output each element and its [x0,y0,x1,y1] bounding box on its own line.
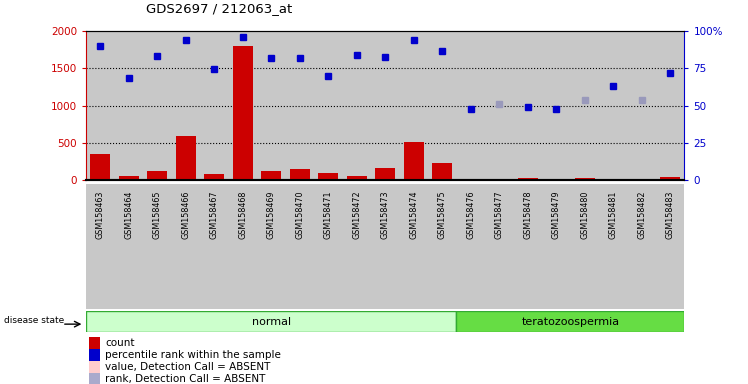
Bar [485,184,513,309]
Text: GSM158471: GSM158471 [324,190,333,239]
Bar [314,31,343,180]
Text: GSM158472: GSM158472 [352,190,361,239]
Text: GSM158469: GSM158469 [267,190,276,239]
Bar [461,179,481,180]
Bar [286,31,314,180]
Bar [656,184,684,309]
Bar [656,31,684,180]
Bar [574,178,595,180]
Bar [428,184,456,309]
Text: GSM158463: GSM158463 [96,190,105,239]
Bar [257,31,286,180]
Bar [233,46,253,180]
Bar [542,184,571,309]
Text: GSM158477: GSM158477 [494,190,503,239]
Text: GSM158464: GSM158464 [124,190,133,239]
Text: GSM158467: GSM158467 [209,190,218,239]
Text: GSM158465: GSM158465 [153,190,162,239]
Text: percentile rank within the sample: percentile rank within the sample [105,350,281,360]
Bar [171,31,200,180]
Bar [143,31,171,180]
Bar [289,169,310,180]
Bar [432,162,453,180]
Text: GSM158482: GSM158482 [637,190,646,239]
Bar [371,184,399,309]
Bar [257,184,286,309]
Bar [89,361,99,373]
Bar [603,179,623,180]
Text: GSM158473: GSM158473 [381,190,390,239]
Text: GSM158468: GSM158468 [239,190,248,239]
Text: disease state: disease state [4,316,64,325]
Bar [91,154,110,180]
Bar [489,179,509,180]
Bar [89,373,99,384]
Bar [343,184,371,309]
Bar [371,31,399,180]
Bar [599,184,628,309]
Bar [513,184,542,309]
Text: GSM158479: GSM158479 [552,190,561,239]
Bar [200,31,228,180]
Text: rank, Detection Call = ABSENT: rank, Detection Call = ABSENT [105,374,266,384]
Text: teratozoospermia: teratozoospermia [521,316,619,327]
Bar [628,184,656,309]
Bar [571,184,599,309]
Bar [318,173,338,180]
Bar [628,31,656,180]
Bar [200,184,228,309]
Bar [86,184,114,309]
Bar [399,184,428,309]
Bar [571,31,599,180]
Text: value, Detection Call = ABSENT: value, Detection Call = ABSENT [105,362,271,372]
Bar [343,31,371,180]
Text: GSM158481: GSM158481 [609,190,618,239]
Bar [375,168,395,180]
Text: GSM158483: GSM158483 [666,190,675,239]
Bar [228,31,257,180]
Bar [399,31,428,180]
Bar [147,172,168,180]
Bar [119,176,138,180]
Bar [513,31,542,180]
Bar [347,176,367,180]
Bar [542,31,571,180]
Text: GSM158470: GSM158470 [295,190,304,239]
Bar [86,311,456,332]
Bar [599,31,628,180]
Text: GSM158466: GSM158466 [181,190,190,239]
Bar [485,31,513,180]
Bar [89,337,99,349]
Text: GSM158480: GSM158480 [580,190,589,239]
Bar [286,184,314,309]
Bar [176,136,196,180]
Text: GSM158475: GSM158475 [438,190,447,239]
Bar [546,179,566,180]
Bar [404,142,423,180]
Bar [428,31,456,180]
Bar [660,177,680,180]
Bar [228,184,257,309]
Bar [114,31,143,180]
Bar [89,349,99,361]
Bar [204,174,224,180]
Text: count: count [105,338,135,348]
Bar [114,184,143,309]
Bar [456,311,684,332]
Text: normal: normal [251,316,291,327]
Bar [518,178,538,180]
Text: GSM158474: GSM158474 [409,190,418,239]
Text: GDS2697 / 212063_at: GDS2697 / 212063_at [146,2,292,15]
Bar [314,184,343,309]
Bar [261,172,281,180]
Bar [632,179,652,180]
Bar [86,31,114,180]
Text: GSM158476: GSM158476 [466,190,475,239]
Text: GSM158478: GSM158478 [523,190,532,239]
Bar [171,184,200,309]
Bar [456,31,485,180]
Bar [143,184,171,309]
Bar [456,184,485,309]
